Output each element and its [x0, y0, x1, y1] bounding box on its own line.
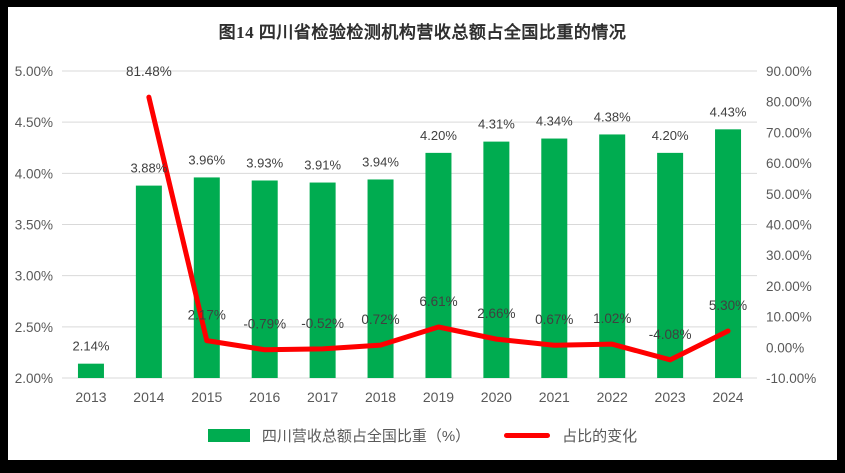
chart-legend: 四川营收总额占全国比重（%） 占比的变化 — [0, 425, 845, 446]
x-axis-tick-label: 2016 — [249, 389, 280, 405]
legend-bar-label: 四川营收总额占全国比重（%） — [261, 428, 471, 445]
left-axis-tick-label: 3.50% — [15, 218, 53, 233]
bar-data-label: 2.14% — [73, 339, 110, 354]
bar-data-label: 4.43% — [710, 104, 747, 119]
bar-data-label: 4.20% — [420, 128, 457, 143]
bar — [251, 180, 278, 378]
right-axis-tick-label: -10.00% — [766, 371, 816, 386]
bar-data-label: 3.88% — [130, 161, 167, 176]
line-data-label: 5.30% — [709, 298, 747, 313]
bar-data-label: 3.96% — [188, 152, 225, 167]
x-axis-tick-label: 2015 — [191, 389, 222, 405]
bar — [599, 134, 626, 378]
left-axis-tick-label: 5.00% — [15, 64, 53, 79]
x-axis-tick-label: 2014 — [133, 389, 164, 405]
line-data-label: -0.52% — [301, 316, 344, 331]
right-axis-tick-label: 90.00% — [766, 64, 812, 79]
bar-data-label: 3.91% — [304, 158, 341, 173]
x-axis-tick-label: 2013 — [75, 389, 106, 405]
right-axis-tick-label: 20.00% — [766, 279, 812, 294]
x-axis-tick-label: 2019 — [423, 389, 454, 405]
line-data-label: 6.61% — [419, 294, 457, 309]
legend-line-label: 占比的变化 — [562, 428, 638, 445]
line-data-label: 0.72% — [361, 312, 399, 327]
bar-data-label: 4.31% — [478, 117, 515, 132]
bar-data-label: 4.34% — [536, 114, 573, 129]
right-axis-tick-label: 10.00% — [766, 310, 812, 325]
x-axis-tick-label: 2023 — [655, 389, 686, 405]
legend-bar-swatch-icon — [207, 429, 250, 442]
bar — [657, 152, 684, 378]
right-axis-tick-label: 70.00% — [766, 125, 812, 140]
bar — [541, 138, 568, 378]
bar — [367, 179, 394, 378]
x-axis-tick-label: 2017 — [307, 389, 338, 405]
bar-data-label: 3.93% — [246, 155, 283, 170]
left-axis-tick-label: 4.50% — [15, 115, 53, 130]
right-axis-tick-label: 80.00% — [766, 95, 812, 110]
bar — [715, 129, 742, 378]
line-data-label: 0.67% — [535, 312, 573, 327]
bar-data-label: 4.20% — [652, 128, 689, 143]
bar — [425, 152, 452, 378]
x-axis-tick-label: 2024 — [712, 389, 743, 405]
right-axis-tick-label: 0.00% — [766, 340, 804, 355]
bar — [309, 182, 336, 378]
chart-title: 图14 四川省检验检测机构营收总额占全国比重的情况 — [218, 23, 627, 42]
bar-data-label: 4.38% — [594, 109, 631, 124]
left-axis-tick-label: 2.00% — [15, 371, 53, 386]
legend-line-swatch-icon — [504, 433, 551, 438]
line-data-label: 2.66% — [477, 306, 515, 321]
bar — [193, 177, 220, 378]
left-axis-tick-label: 2.50% — [15, 320, 53, 335]
bar — [135, 185, 162, 378]
x-axis-tick-label: 2022 — [597, 389, 628, 405]
line-data-label: -0.79% — [243, 317, 286, 332]
line-data-label: 81.48% — [126, 64, 172, 79]
line-data-label: -4.08% — [649, 327, 692, 342]
line-data-label: 1.02% — [593, 311, 631, 326]
right-axis-tick-label: 40.00% — [766, 218, 812, 233]
right-axis-tick-label: 30.00% — [766, 248, 812, 263]
line-series — [146, 94, 731, 363]
left-axis-tick-label: 4.00% — [15, 166, 53, 181]
x-axis-tick-label: 2021 — [539, 389, 570, 405]
right-axis-tick-label: 60.00% — [766, 156, 812, 171]
x-axis-tick-label: 2020 — [481, 389, 512, 405]
bar — [77, 363, 104, 378]
left-axis-tick-label: 3.00% — [15, 269, 53, 284]
x-axis-tick-label: 2018 — [365, 389, 396, 405]
bar-data-label: 3.94% — [362, 154, 399, 169]
line-data-label: 2.17% — [188, 308, 226, 323]
right-axis-tick-label: 50.00% — [766, 187, 812, 202]
